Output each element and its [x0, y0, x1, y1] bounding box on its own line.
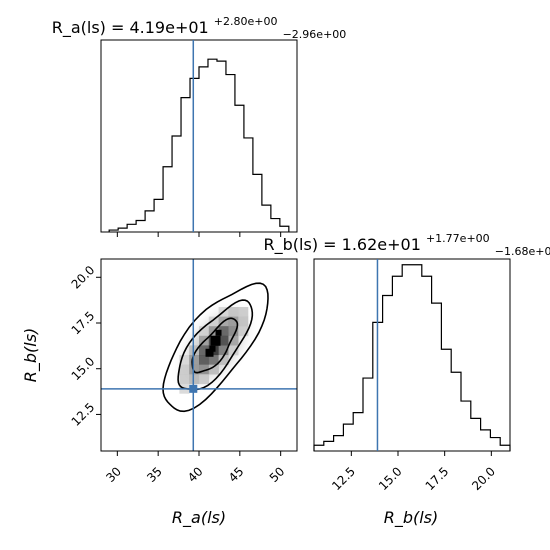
- scatter-xticks: 30 35 40 45 50: [103, 451, 287, 485]
- density-cell-1: [179, 364, 190, 375]
- peak-point-1: [205, 348, 214, 357]
- density-cell-19: [208, 364, 219, 375]
- hist-ra-xticks: [116, 232, 282, 237]
- density-cell-7: [189, 374, 200, 385]
- panel-hist-rb: 12.5 15.0 17.5 20.0 R_b(ls) = 1.62e+01 +1.7…: [264, 227, 550, 528]
- hist-rb-frame: [313, 258, 511, 452]
- scatter-x-tick-label-0: 30: [103, 464, 124, 485]
- density-cell-31: [238, 307, 249, 317]
- density-cell-29: [228, 335, 239, 346]
- contour-middle: [177, 299, 254, 391]
- hist-ra-title-minus: −2.96e+00: [283, 28, 347, 41]
- hist-ra-title-plus: +2.80e+00: [214, 15, 278, 28]
- peak-point-2: [215, 329, 222, 336]
- scatter-x-tick-label-3: 45: [226, 464, 247, 485]
- scatter-yticks: 12.5 15.0 17.5 20.0: [69, 263, 101, 429]
- density-cell-22: [218, 326, 229, 337]
- density-cell-30: [228, 345, 239, 356]
- hist-rb-xticks: 12.5 15.0 17.5 20.0: [329, 451, 498, 493]
- density-cell-24: [218, 345, 229, 356]
- density-cell-33: [238, 326, 249, 337]
- density-cell-18: [208, 355, 219, 365]
- density-cell-23: [218, 335, 229, 346]
- hist-rb-title-main: R_b(ls) = 1.62e+01: [264, 235, 421, 255]
- scatter-y-tick-label-3: 20.0: [69, 263, 98, 292]
- scatter-x-tick-label-1: 35: [144, 464, 165, 485]
- panel-hist-ra: R_a(ls) = 4.19e+01 +2.80e+00 −2.96e+00: [52, 10, 347, 237]
- scatter-x-tick-label-2: 40: [185, 464, 206, 485]
- density-cell-0: [179, 355, 190, 365]
- hist-rb-steps: [313, 264, 511, 451]
- peak-point-0: [210, 335, 221, 346]
- density-cell-4: [189, 345, 200, 356]
- scatter-y-tick-label-1: 15.0: [69, 354, 98, 383]
- peak-point-3: [209, 345, 216, 352]
- hist-rb-title: R_b(ls) = 1.62e+01 +1.77e+00 −1.68e+00: [264, 227, 550, 258]
- scatter-xlabel: R_a(ls): [172, 508, 226, 528]
- contour-outer: [162, 282, 269, 413]
- scatter-y-tick-label-0: 12.5: [69, 400, 98, 429]
- density-cell-27: [228, 316, 239, 327]
- density-cell-26: [228, 307, 239, 317]
- density-cell-6: [189, 364, 200, 375]
- density-cell-12: [199, 364, 210, 375]
- density-cell-14: [208, 316, 219, 327]
- density-cell-10: [199, 345, 210, 356]
- scatter-ylabel: R_b(ls): [21, 328, 41, 383]
- hist-rb-tick-label-3: 20.0: [469, 464, 498, 493]
- contour-inner: [191, 317, 239, 374]
- density-cell-8: [199, 326, 210, 337]
- hist-ra-title: R_a(ls) = 4.19e+01 +2.80e+00 −2.96e+00: [52, 10, 347, 41]
- hist-rb-title-minus: −1.68e+00: [495, 245, 550, 258]
- peak-points: [205, 329, 222, 357]
- density-cell-13: [199, 374, 210, 385]
- hist-rb-title-plus: +1.77e+00: [426, 232, 490, 245]
- scatter-xlabel-text: R_a(ls): [172, 508, 226, 528]
- hist-rb-tick-label-2: 17.5: [423, 464, 452, 493]
- density-cell-11: [199, 355, 210, 365]
- hist-ra-title-main: R_a(ls) = 4.19e+01: [52, 18, 209, 38]
- hist-rb-tick-label-1: 15.0: [376, 464, 405, 493]
- density-cell-28: [228, 326, 239, 337]
- scatter-x-tick-label-4: 50: [267, 464, 288, 485]
- hist-rb-xlabel: R_b(ls): [384, 508, 439, 528]
- density-cell-5: [189, 355, 200, 365]
- panel-scatter-ra-rb: 30 35 40 45 50 12.5 15.0 17.5 20.0 R_a(ls) R_b(…: [21, 258, 298, 528]
- hist-rb-tick-label-0: 12.5: [329, 464, 358, 493]
- scatter-y-tick-label-2: 17.5: [69, 309, 98, 338]
- truth-marker: [189, 384, 198, 393]
- density-cell-25: [218, 355, 229, 365]
- hist-rb-xlabel-text: R_b(ls): [384, 508, 439, 528]
- density-cell-32: [238, 316, 249, 327]
- hist-ra-steps: [108, 58, 290, 232]
- scatter-ylabel-text: R_b(ls): [21, 328, 41, 383]
- density-layer: [101, 259, 297, 451]
- density-cell-2: [179, 374, 190, 385]
